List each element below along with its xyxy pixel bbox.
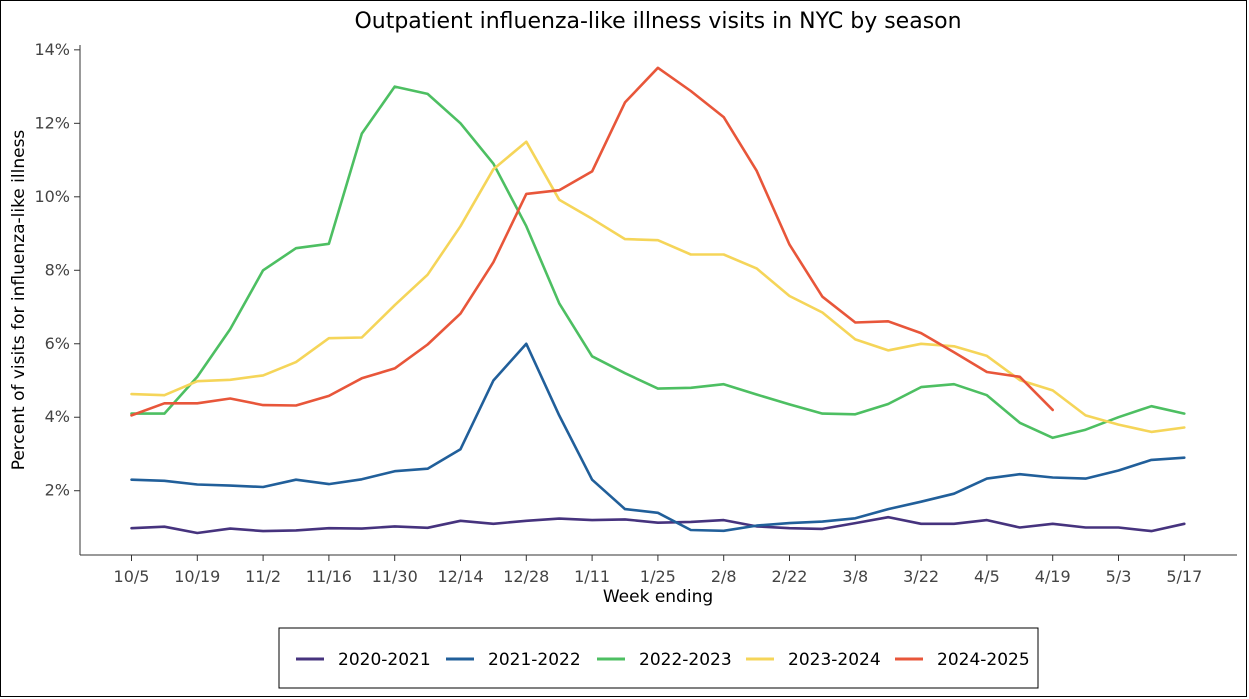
series-line-2023-2024 (130, 140, 1186, 434)
y-tick-label: 8% (45, 260, 70, 279)
x-tick-label: 11/16 (306, 567, 352, 586)
chart-axes (79, 45, 1237, 556)
x-tick-label: 1/11 (574, 567, 610, 586)
y-tick-label: 4% (45, 407, 70, 426)
x-tick-label: 2/8 (711, 567, 737, 586)
y-tick-label: 12% (34, 113, 70, 132)
x-tick-label: 3/8 (842, 567, 868, 586)
x-tick-label: 12/14 (437, 567, 483, 586)
x-tick-label: 4/19 (1035, 567, 1071, 586)
x-tick-label: 12/28 (503, 567, 549, 586)
x-tick-label: 10/19 (174, 567, 220, 586)
y-tick-label: 6% (45, 334, 70, 353)
legend: 2020-2021 2021-2022 2022-2023 2023-2024 2024… (278, 627, 1039, 689)
legend-label-2020-2021: 2020-2021 (338, 650, 431, 670)
series-line-2021-2022 (130, 342, 1186, 533)
x-tick-label: 5/17 (1166, 567, 1202, 586)
x-tick-label: 1/25 (640, 567, 676, 586)
y-tick-label: 14% (34, 40, 70, 59)
series-line-2020-2021 (130, 515, 1186, 535)
x-ticks: 10/5 10/19 11/2 11/16 11/30 12/14 12/28 1/11 1/2… (114, 555, 1202, 586)
legend-label-2021-2022: 2021-2022 (488, 650, 581, 670)
legend-label-2023-2024: 2023-2024 (788, 650, 881, 670)
y-ticks: 2% 4% 6% 8% 10% 12% 14% (34, 40, 80, 500)
x-tick-label: 3/22 (903, 567, 939, 586)
y-tick-label: 10% (34, 187, 70, 206)
legend-label-2024-2025: 2024-2025 (937, 650, 1030, 670)
x-tick-label: 2/22 (772, 567, 808, 586)
x-tick-label: 11/2 (245, 567, 281, 586)
series-line-2024-2025 (130, 66, 1054, 417)
chart-title: Outpatient influenza-like illness visits… (354, 9, 961, 34)
x-axis-title: Week ending (603, 587, 713, 607)
series-lines (130, 66, 1186, 535)
x-tick-label: 4/5 (974, 567, 1000, 586)
series-line-2022-2023 (130, 85, 1186, 440)
x-tick-label: 5/3 (1106, 567, 1132, 586)
legend-label-2022-2023: 2022-2023 (639, 650, 732, 670)
y-tick-label: 2% (45, 481, 70, 500)
y-axis-title: Percent of visits for influenza-like ill… (9, 130, 29, 471)
x-tick-label: 10/5 (114, 567, 150, 586)
x-tick-label: 11/30 (372, 567, 418, 586)
